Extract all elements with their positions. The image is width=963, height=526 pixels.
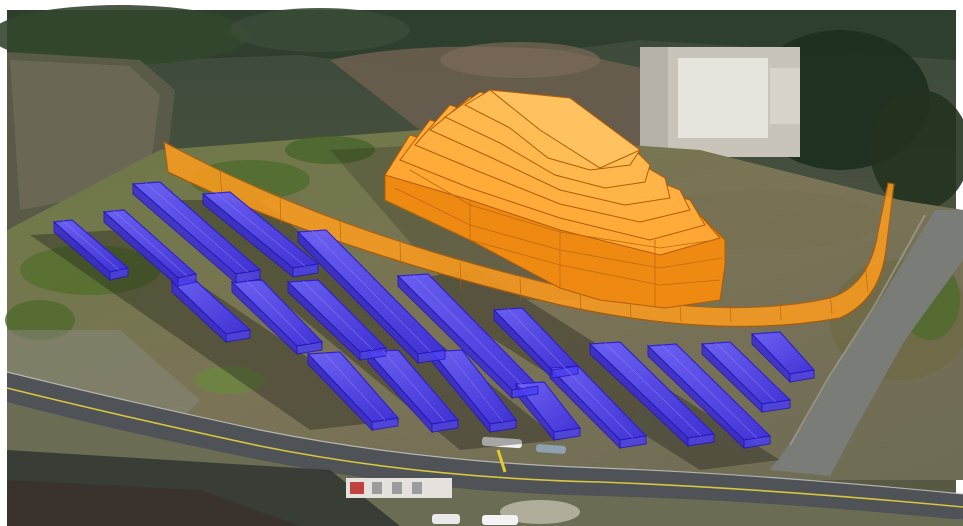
- stepped-berm: [384, 89, 726, 309]
- perimeter-fence: [163, 140, 895, 328]
- building-bottom: [346, 478, 452, 498]
- building-top-right: [640, 47, 800, 157]
- solar-arrays: [52, 181, 816, 450]
- vehicles: [432, 436, 567, 525]
